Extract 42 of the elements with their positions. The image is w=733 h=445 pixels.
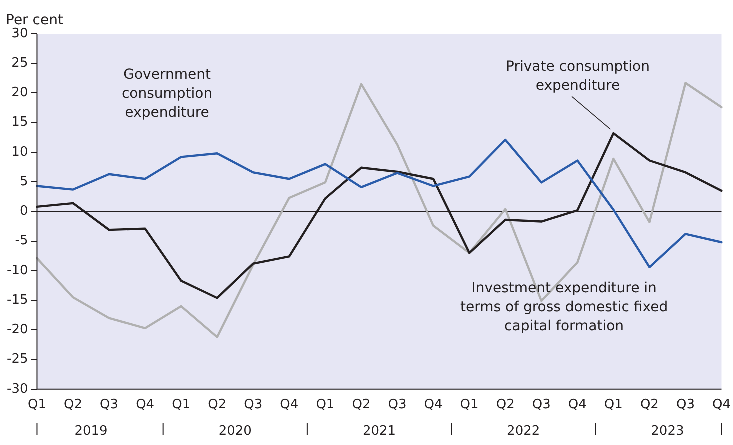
text: Government consumption expenditure xyxy=(122,67,213,122)
x-tick-label: Q3 xyxy=(676,398,695,413)
y-tick-label: 0 xyxy=(20,204,28,220)
x-tick-label: Q3 xyxy=(532,398,551,413)
text: 2020 xyxy=(218,424,252,439)
y-tick-label: 30 xyxy=(12,26,28,42)
y-tick-label: -10 xyxy=(7,263,28,278)
y-axis-title: Per cent xyxy=(6,12,64,29)
text: 2021 xyxy=(362,424,396,439)
x-tick-label: Q1 xyxy=(604,398,623,413)
y-tick-label: -30 xyxy=(7,382,28,397)
x-tick-label: Q4 xyxy=(136,398,155,413)
x-tick-label: Q2 xyxy=(496,398,515,413)
x-tick-label: Q4 xyxy=(424,398,443,413)
y-tick-label: -15 xyxy=(7,292,28,308)
text: 2022 xyxy=(507,424,540,439)
x-tick-label: Q1 xyxy=(316,398,335,413)
y-tick-label: 10 xyxy=(12,144,28,160)
x-tick-label: Q3 xyxy=(388,398,407,413)
x-tick-label: Q2 xyxy=(352,398,371,413)
x-tick-label: Q1 xyxy=(460,398,479,413)
x-tick-label: Q4 xyxy=(712,398,732,413)
x-tick-label: Q4 xyxy=(280,398,299,413)
series-label: Investment expenditure in terms of gross domestic fixed capital formation xyxy=(460,280,668,334)
text: 2019 xyxy=(74,424,108,439)
y-tick-label: -20 xyxy=(7,322,28,338)
x-tick-label: Q4 xyxy=(568,398,587,413)
y-tick-label: 15 xyxy=(12,115,28,130)
x-tick-label: Q2 xyxy=(64,398,83,413)
text: 2023 xyxy=(651,424,684,439)
x-tick-label: Q1 xyxy=(172,398,191,413)
x-tick-label: Q2 xyxy=(208,398,227,413)
text: Private consumption expenditure xyxy=(506,58,650,94)
y-tick-label: -5 xyxy=(15,234,28,249)
y-tick-label: 20 xyxy=(12,86,28,101)
x-tick-label: Q3 xyxy=(244,398,263,413)
y-tick-label: 5 xyxy=(20,174,28,190)
y-tick-label: 25 xyxy=(12,56,28,71)
y-tick-label: -25 xyxy=(7,352,28,368)
x-tick-label: Q3 xyxy=(100,398,119,413)
x-tick-label: Q1 xyxy=(28,398,46,413)
x-tick-label: Q2 xyxy=(640,398,659,413)
